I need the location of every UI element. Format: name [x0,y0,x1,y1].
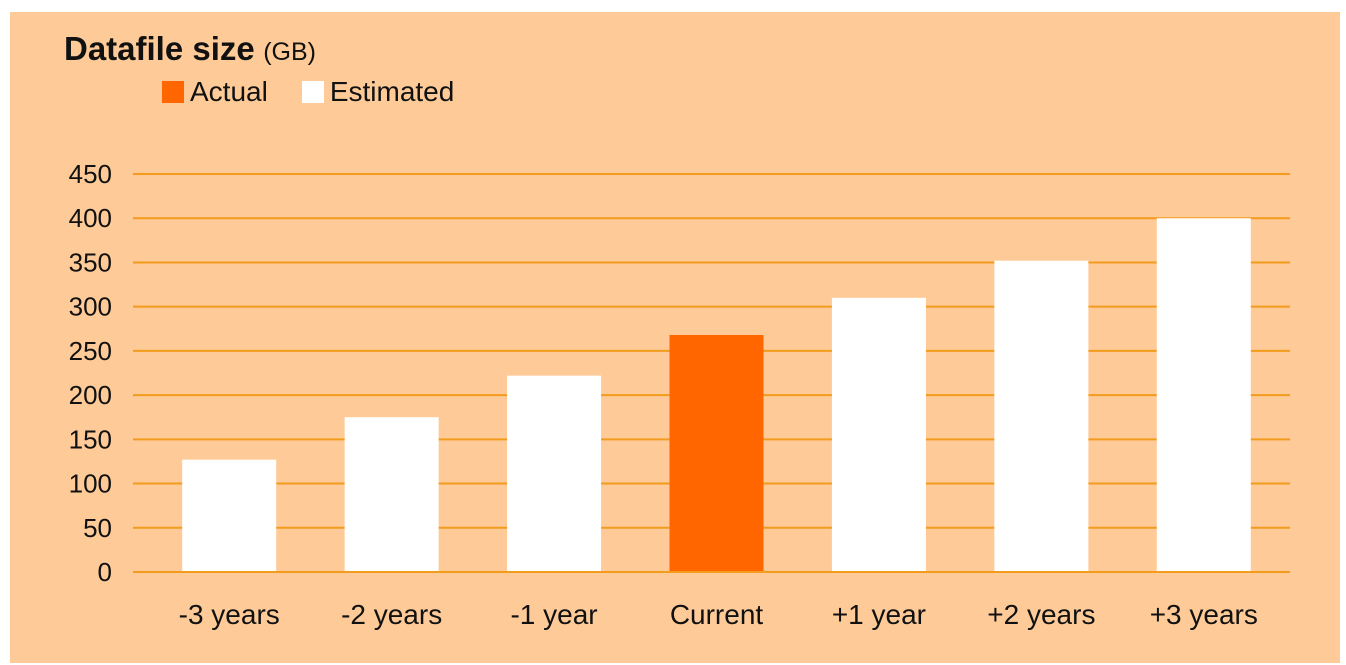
y-tick-label-300: 300 [69,292,112,322]
legend-swatch-actual [162,81,184,103]
y-tick-label-0: 0 [98,557,112,587]
bar-plus1-year [831,297,926,572]
bar-Current [669,334,764,572]
x-tick-label-3: Current [670,599,764,630]
x-tick-label-0: -3 years [179,599,280,630]
legend-item-estimated: Estimated [301,76,455,108]
y-tick-label-100: 100 [69,469,112,499]
bar--3-years [182,459,277,572]
bar-plus3-years [1156,218,1251,572]
bar--2-years [344,417,439,572]
y-tick-label-350: 350 [69,247,112,277]
y-tick-label-450: 450 [69,159,112,189]
y-tick-label-400: 400 [69,203,112,233]
x-tick-label-4: +1 year [832,599,926,630]
legend-label-estimated: Estimated [329,76,455,107]
chart-title-text: Datafile size [64,30,255,67]
x-tick-label-1: -2 years [341,599,442,630]
chart-legend: Actual Estimated [162,76,488,108]
chart-title: Datafile size (GB) [64,30,316,68]
x-tick-label-6: +3 years [1150,599,1258,630]
legend-item-actual: Actual [162,76,268,108]
y-tick-label-200: 200 [69,380,112,410]
y-tick-label-50: 50 [83,513,112,543]
bar-plus2-years [994,260,1089,572]
y-tick-label-250: 250 [69,336,112,366]
x-tick-label-2: -1 year [510,599,597,630]
legend-swatch-estimated [301,81,324,103]
x-tick-label-5: +2 years [987,599,1095,630]
y-tick-label-150: 150 [69,424,112,454]
bar--1-year [507,375,602,572]
legend-label-actual: Actual [190,76,268,107]
chart-unit-label: (GB) [263,38,316,66]
